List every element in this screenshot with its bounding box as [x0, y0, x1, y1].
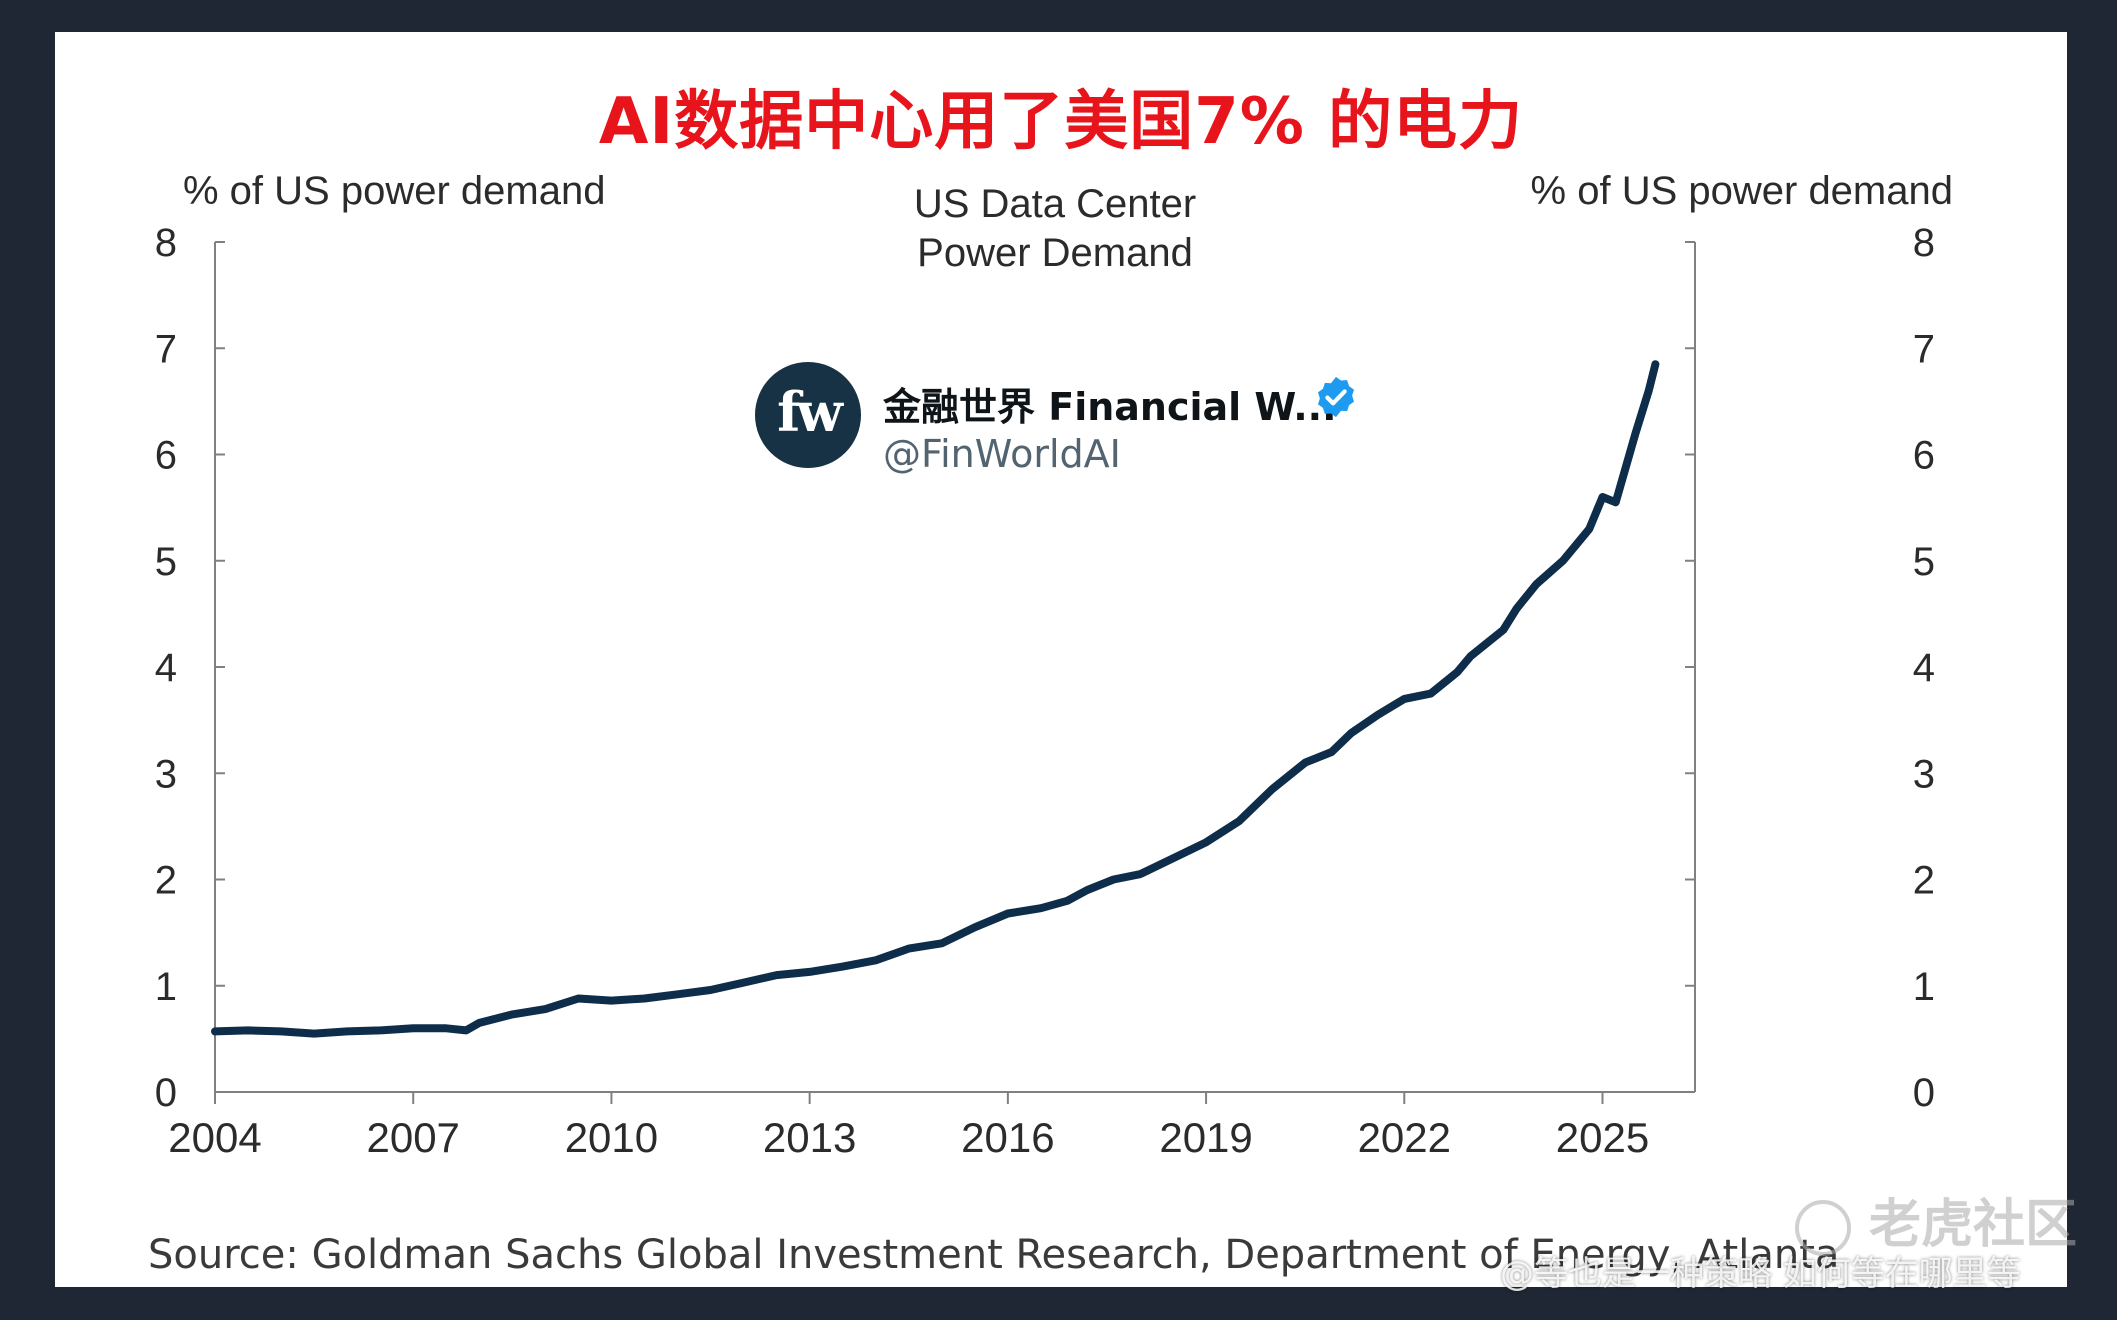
y-tick-label-right: 7 [1913, 327, 1935, 371]
y-tick-label-left: 7 [155, 327, 177, 371]
x-tick-label: 2013 [763, 1114, 856, 1161]
y-ticks-left: 0 1 2 3 4 5 6 7 8 [155, 221, 225, 1115]
line-chart: % of US power demand % of US power deman… [155, 169, 1953, 1161]
y-ticks-right: 0 1 2 3 4 5 6 7 8 [1685, 221, 1935, 1115]
watermark-user: @等也是一种策略 如何等在哪里等 [1500, 1254, 2021, 1294]
y-tick-label-left: 5 [155, 540, 177, 584]
y-tick-label-right: 5 [1913, 540, 1935, 584]
x-ticks: 2004 2007 2010 2013 2016 2019 2022 2025 [168, 1092, 1649, 1161]
y-tick-label-right: 0 [1913, 1071, 1935, 1115]
watermark-logo: 老虎社区 [1795, 1182, 2077, 1257]
series-line [211, 360, 1660, 1038]
y-tick-label-right: 3 [1913, 752, 1935, 796]
profile-handle[interactable]: @FinWorldAI [883, 432, 1121, 476]
y-tick-label-right: 4 [1913, 646, 1935, 690]
profile-name[interactable]: 金融世界 Financial W... [883, 385, 1337, 429]
x-tick-label: 2016 [961, 1114, 1054, 1161]
avatar[interactable]: fw [755, 362, 861, 468]
chart-card: AI数据中心用了美国7% 的电力 % of US power demand % … [55, 32, 2077, 1287]
y-tick-label-left: 4 [155, 646, 177, 690]
x-tick-label: 2010 [565, 1114, 658, 1161]
headline-title: AI数据中心用了美国7% 的电力 [598, 85, 1524, 159]
y-tick-label-right: 8 [1913, 221, 1935, 265]
chart-axes [214, 242, 1696, 1093]
chart-title: US Data Center Power Demand [914, 182, 1196, 275]
y-tick-label-left: 6 [155, 434, 177, 478]
chart-title-line: US Data Center [914, 182, 1196, 226]
watermark-circle-icon [1795, 1200, 1851, 1256]
source-note: Source: Goldman Sachs Global Investment … [148, 1232, 1840, 1278]
verified-badge-icon [1317, 376, 1355, 418]
y-tick-label-left: 8 [155, 221, 177, 265]
watermark-logo-text: 老虎社区 [1869, 1195, 2078, 1255]
y-tick-label-right: 1 [1913, 965, 1935, 1009]
x-tick-label: 2025 [1556, 1114, 1649, 1161]
y-tick-label-left: 2 [155, 859, 177, 903]
y-tick-label-left: 0 [155, 1071, 177, 1115]
avatar-text: fw [777, 380, 843, 444]
x-tick-label: 2019 [1159, 1114, 1252, 1161]
y-axis-label-right: % of US power demand [1531, 169, 1953, 213]
chart-title-line: Power Demand [917, 231, 1193, 275]
y-tick-label-right: 2 [1913, 859, 1935, 903]
x-tick-label: 2022 [1358, 1114, 1451, 1161]
y-tick-label-left: 3 [155, 752, 177, 796]
y-tick-label-right: 6 [1913, 434, 1935, 478]
y-axis-label-right-text: % of US power demand [1531, 169, 1953, 213]
y-axis-label-left-text: % of US power demand [183, 169, 605, 213]
y-tick-label-left: 1 [155, 965, 177, 1009]
y-axis-label-left: % of US power demand [183, 169, 605, 213]
x-tick-label: 2004 [168, 1114, 261, 1161]
x-tick-label: 2007 [366, 1114, 459, 1161]
series-group [211, 360, 1660, 1038]
